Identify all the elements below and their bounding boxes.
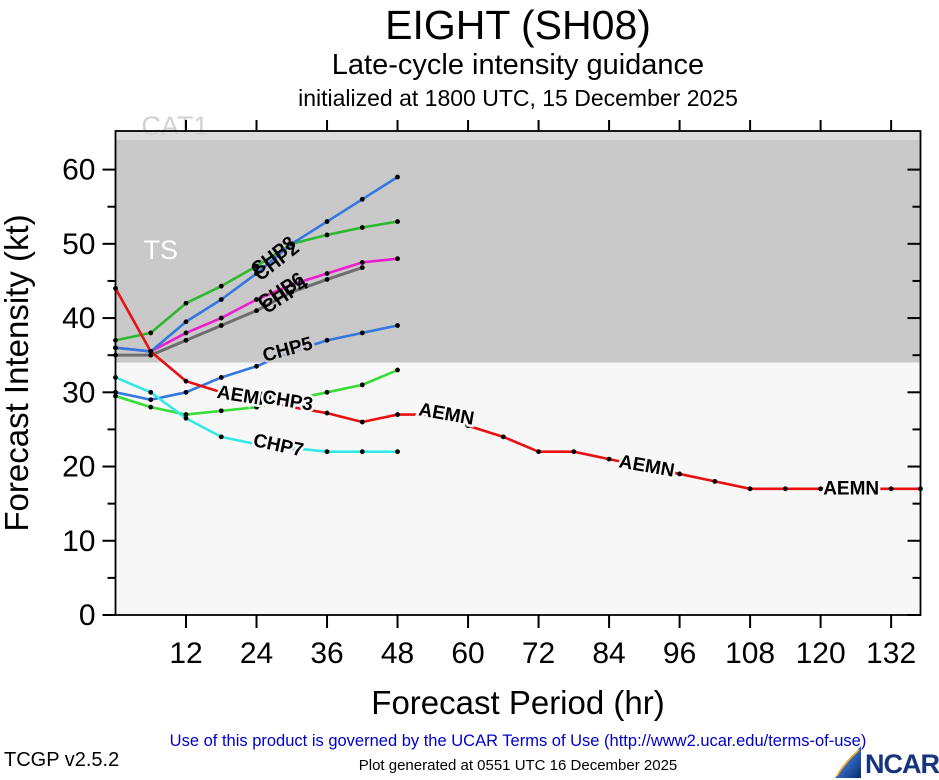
svg-text:132: 132 — [866, 637, 916, 670]
page-title: EIGHT (SH08) — [385, 2, 651, 48]
x-axis-title: Forecast Period (hr) — [371, 684, 664, 721]
ncar-logo: NCAR — [833, 744, 939, 780]
svg-text:24: 24 — [240, 637, 273, 670]
aemn-label: AEMN — [823, 478, 879, 499]
series-chp6 — [114, 266, 364, 357]
svg-text:60: 60 — [62, 154, 95, 187]
ncar-wordmark: NCAR — [865, 749, 939, 779]
svg-text:72: 72 — [522, 637, 555, 670]
svg-text:48: 48 — [381, 637, 414, 670]
svg-text:36: 36 — [310, 637, 343, 670]
ts-label: TS — [143, 235, 178, 265]
svg-text:96: 96 — [663, 637, 696, 670]
svg-text:84: 84 — [592, 637, 625, 670]
y-axis-title: Forecast Intensity (kt) — [0, 214, 35, 531]
terms-of-use-text: Use of this product is governed by the U… — [169, 732, 867, 750]
ncar-triangle-icon — [835, 746, 861, 778]
svg-text:120: 120 — [796, 637, 846, 670]
svg-text:10: 10 — [62, 525, 95, 558]
svg-text:50: 50 — [62, 228, 95, 261]
svg-text:0: 0 — [79, 599, 96, 632]
page-subtitle: Late-cycle intensity guidance — [331, 49, 705, 81]
svg-text:20: 20 — [62, 451, 95, 484]
init-time-label: initialized at 1800 UTC, 15 December 202… — [298, 85, 738, 111]
generated-timestamp: Plot generated at 0551 UTC 16 December 2… — [358, 757, 678, 774]
svg-text:40: 40 — [62, 302, 95, 335]
svg-text:30: 30 — [62, 376, 95, 409]
svg-text:12: 12 — [169, 637, 202, 670]
cat1-label: CAT1 — [141, 111, 208, 141]
svg-text:108: 108 — [725, 637, 775, 670]
series-aemn — [114, 287, 922, 491]
svg-text:60: 60 — [451, 637, 484, 670]
version-label: TCGP v2.5.2 — [4, 749, 120, 771]
